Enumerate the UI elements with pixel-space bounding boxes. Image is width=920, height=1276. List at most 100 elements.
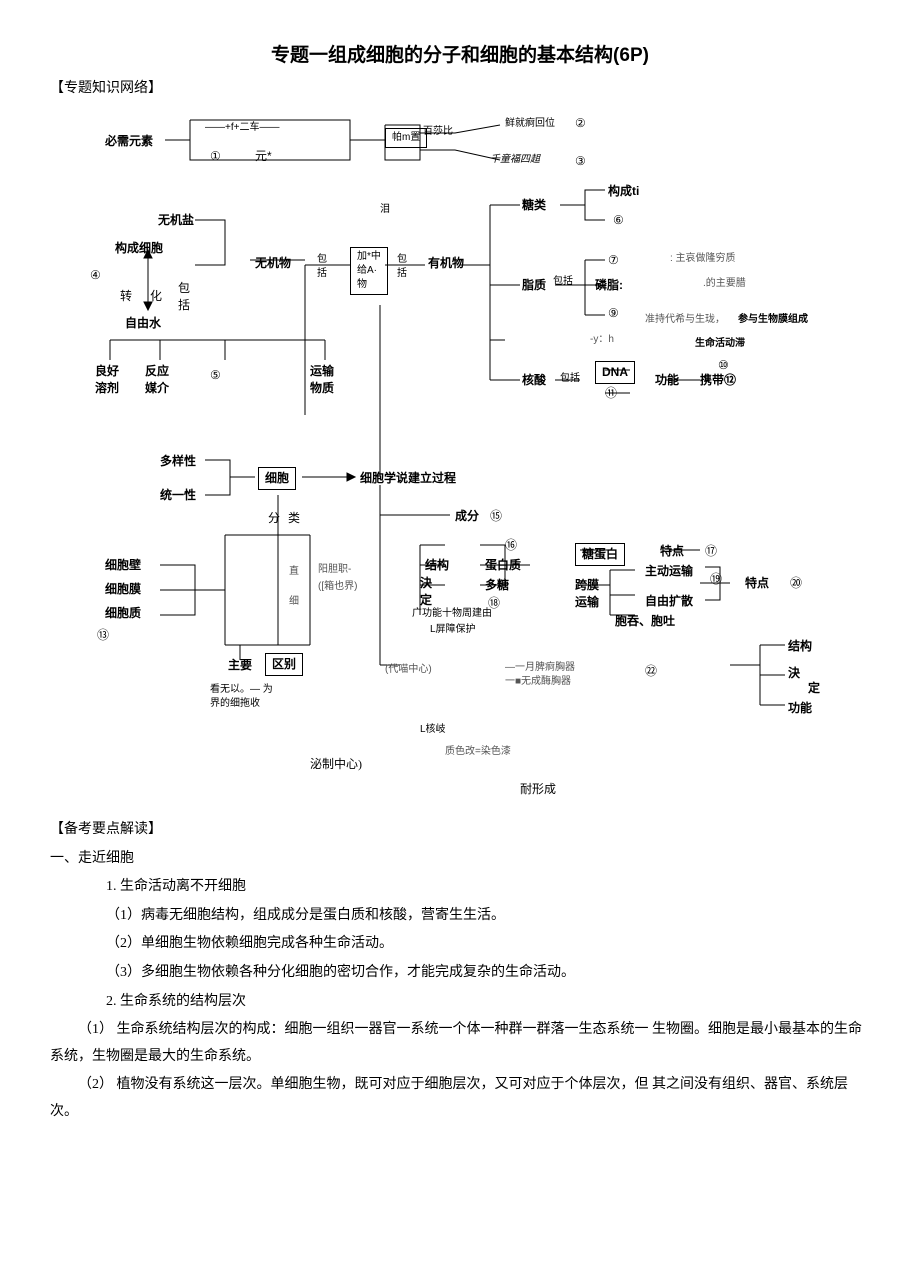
n-baokuo2: 包括 <box>553 275 573 289</box>
n-tedian: 特点 <box>660 543 684 560</box>
n-c3: ③ <box>575 153 586 170</box>
n-ding: 定 <box>808 680 820 697</box>
l1-2-2: （2） 植物没有系统这一层次。单细胞生物，既可对应于细胞层次，又可对应于个体层次… <box>50 1072 870 1125</box>
n-hua: 化 <box>150 288 162 305</box>
n-xian: 鲜就痾回位 <box>505 117 555 131</box>
n-ziyoushui: 自由水 <box>125 315 161 332</box>
n-zhise: 质色改=染色漆 <box>445 745 511 759</box>
n-zhunchi: 准持代希与生珑， <box>645 313 725 327</box>
n-c22: ㉒ <box>645 663 657 680</box>
n-yue: —一月脾痾胸器 一■无成酶胸器 <box>505 661 575 689</box>
n-lei2: 类 <box>288 510 300 527</box>
n-kuamo: 跨膜 运输 <box>575 577 599 611</box>
n-lei: 泪 <box>380 203 390 217</box>
n-baokuo3: 包括 <box>560 372 580 386</box>
n-zhuyao: : 主哀做隆穷质 <box>670 252 736 266</box>
n-bao: 包 <box>178 280 190 297</box>
n-c11: ⑪ <box>605 385 617 402</box>
n-fanying: 反应 媒介 <box>145 363 169 397</box>
l1-1-3: （3）多细胞生物依赖各种分化细胞的密切合作，才能完成复杂的生命活动。 <box>50 960 870 987</box>
n-daibi: (代喵中心) <box>385 663 432 677</box>
l1-2-1: （1） 生命系统结构层次的构成：细胞一组织一器官一系统一个体一种群一群落一生态系… <box>50 1017 870 1070</box>
n-zhuxi: 直 <box>289 565 299 579</box>
n-zhuyao2: 主要 <box>228 657 252 674</box>
n-yuan: 元* <box>255 148 272 165</box>
n-jiegou: 结构 <box>425 557 449 574</box>
n-juedin2: 決 <box>788 665 800 682</box>
n-gouchengti: 构成ti <box>608 183 639 200</box>
n-chengfen: 成分 <box>455 508 479 525</box>
n-xibaoxue: 细胞学说建立过程 <box>360 470 456 487</box>
n-baokuo2b: 包 括 <box>397 253 407 281</box>
n-tangdanbai: 糖蛋白 <box>575 543 625 566</box>
n-shengming: 生命活动滞 <box>695 337 745 351</box>
l1-1-1: （1）病毒无细胞结构，组成成分是蛋白质和核酸，营寄生生活。 <box>50 903 870 930</box>
n-c4: ④ <box>90 267 101 284</box>
n-pingzhang: L屏障保护 <box>430 623 476 637</box>
n-tanglei: 糖类 <box>522 197 546 214</box>
extra-line-1: 泌制中心) <box>310 755 870 772</box>
n-yunshu: 运输 物质 <box>310 363 334 397</box>
n-youjiwu: 有机物 <box>428 255 464 272</box>
body-text: 【备考要点解读】 一、走近细胞 1. 生命活动离不开细胞 （1）病毒无细胞结构，… <box>50 817 870 1126</box>
n-c7: ⑦ <box>608 252 619 269</box>
n-jiegou2: 结构 <box>788 638 812 655</box>
n-danbaizhi: 蛋白质 <box>485 557 521 574</box>
n-f: ——+f+二车—— <box>205 121 279 135</box>
l1-1-2: （2）单细胞生物依赖细胞完成各种生命活动。 <box>50 931 870 958</box>
n-xibaobi: 细胞壁 <box>105 557 141 574</box>
n-c5: ⑤ <box>210 367 221 384</box>
n-baisha: 百莎比 <box>423 125 453 139</box>
n-baotun: 胞吞、胞吐 <box>615 613 675 630</box>
n-ziyoukuosan: 自由扩散 <box>645 593 693 610</box>
n-gongnengshi: 广功能十物周建由 <box>412 607 492 621</box>
diagram-connectors <box>50 105 870 755</box>
n-tongyi: 统一性 <box>160 487 196 504</box>
n-c9: ⑨ <box>608 305 619 322</box>
n-yangdan: 阳胆职- <box>318 563 351 577</box>
extra-line-2: 耐形成 <box>520 780 870 797</box>
n-kuo: 括 <box>178 297 190 314</box>
n-juedin: 決 定 <box>420 575 432 609</box>
n-canyu: 参与生物膜组成 <box>738 313 808 327</box>
n-wujiwu: 无机物 <box>255 255 291 272</box>
l1-1: 1. 生命活动离不开细胞 <box>50 874 870 901</box>
n-pm: 帕m置 <box>385 128 427 148</box>
n-xibao: 细胞 <box>258 467 296 490</box>
section-beikao: 【备考要点解读】 <box>50 817 870 844</box>
n-zhudong: 主动运输 <box>645 563 693 580</box>
n-xibaozhi: 细胞质 <box>105 605 141 622</box>
n-xiangye: ([箱也界) <box>318 580 357 594</box>
n-c6: ⑥ <box>613 212 624 229</box>
section-network-label: 【专题知识网络】 <box>50 77 870 97</box>
n-xiudai: 携带⑫ <box>700 372 736 389</box>
h1: 一、走近细胞 <box>50 846 870 873</box>
n-yh: -y：h <box>590 333 614 347</box>
n-zhizhi: 脂质 <box>522 277 546 294</box>
n-duoyang: 多样性 <box>160 453 196 470</box>
n-c17: ⑰ <box>705 543 717 560</box>
n-qiantong: 千童福四趄 <box>490 153 540 167</box>
n-c16: ⑯ <box>505 537 517 554</box>
n-gongneng2: 功能 <box>788 700 812 717</box>
n-lianghao: 良好 溶剂 <box>95 363 119 397</box>
n-c13: ⑬ <box>97 627 109 644</box>
n-wujiyan: 无机盐 <box>158 212 194 229</box>
n-xibaom: 细胞膜 <box>105 581 141 598</box>
n-essential: 必需元素 <box>105 133 153 150</box>
n-dezhuyao: .的主要腊 <box>703 277 746 291</box>
n-xibao2: 细 <box>289 595 299 609</box>
n-zhuan: 转 <box>120 288 132 305</box>
concept-diagram: 必需元素 ——+f+二车—— ① 元* 帕m置 百莎比 鲜就痾回位 ② 千童福四… <box>50 105 870 755</box>
n-c2: ② <box>575 115 586 132</box>
n-duotang: 多糖 <box>485 577 509 594</box>
n-kanwu: 看无以。— 为 界的细拖收 <box>210 683 273 711</box>
n-jiazhong: 加*中 给A· 物 <box>350 247 388 295</box>
n-hesuan: 核酸 <box>522 372 546 389</box>
n-fen: 分 <box>268 510 280 527</box>
n-circle1: ① <box>210 148 221 165</box>
n-tedian2: 特点 <box>745 575 769 592</box>
page-title: 专题一组成细胞的分子和细胞的基本结构(6P) <box>50 40 870 67</box>
n-baokuo: 包 括 <box>317 253 327 281</box>
n-dna: DNA <box>595 361 635 384</box>
